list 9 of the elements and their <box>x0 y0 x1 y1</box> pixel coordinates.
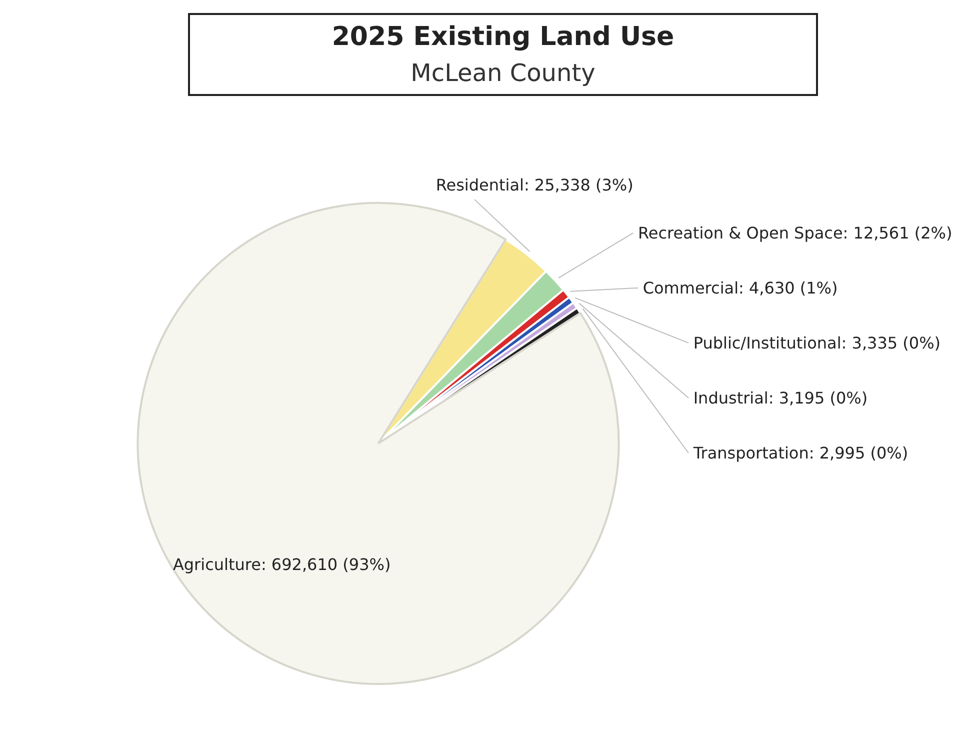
chart-subtitle: McLean County <box>410 58 596 90</box>
slice-label: Commercial: 4,630 (1%) <box>642 278 838 298</box>
slice-label: Agriculture: 692,610 (93%) <box>172 555 391 574</box>
slice-label: Recreation & Open Space: 12,561 (2%) <box>638 223 952 242</box>
slice-label: Public/Institutional: 3,335 (0%) <box>693 333 941 352</box>
slice-label: Industrial: 3,195 (0%) <box>693 388 868 408</box>
chart-title: 2025 Existing Land Use <box>330 21 676 54</box>
slice-label: Transportation: 2,995 (0%) <box>692 444 908 463</box>
slice-label: Residential: 25,338 (3%) <box>436 176 634 195</box>
